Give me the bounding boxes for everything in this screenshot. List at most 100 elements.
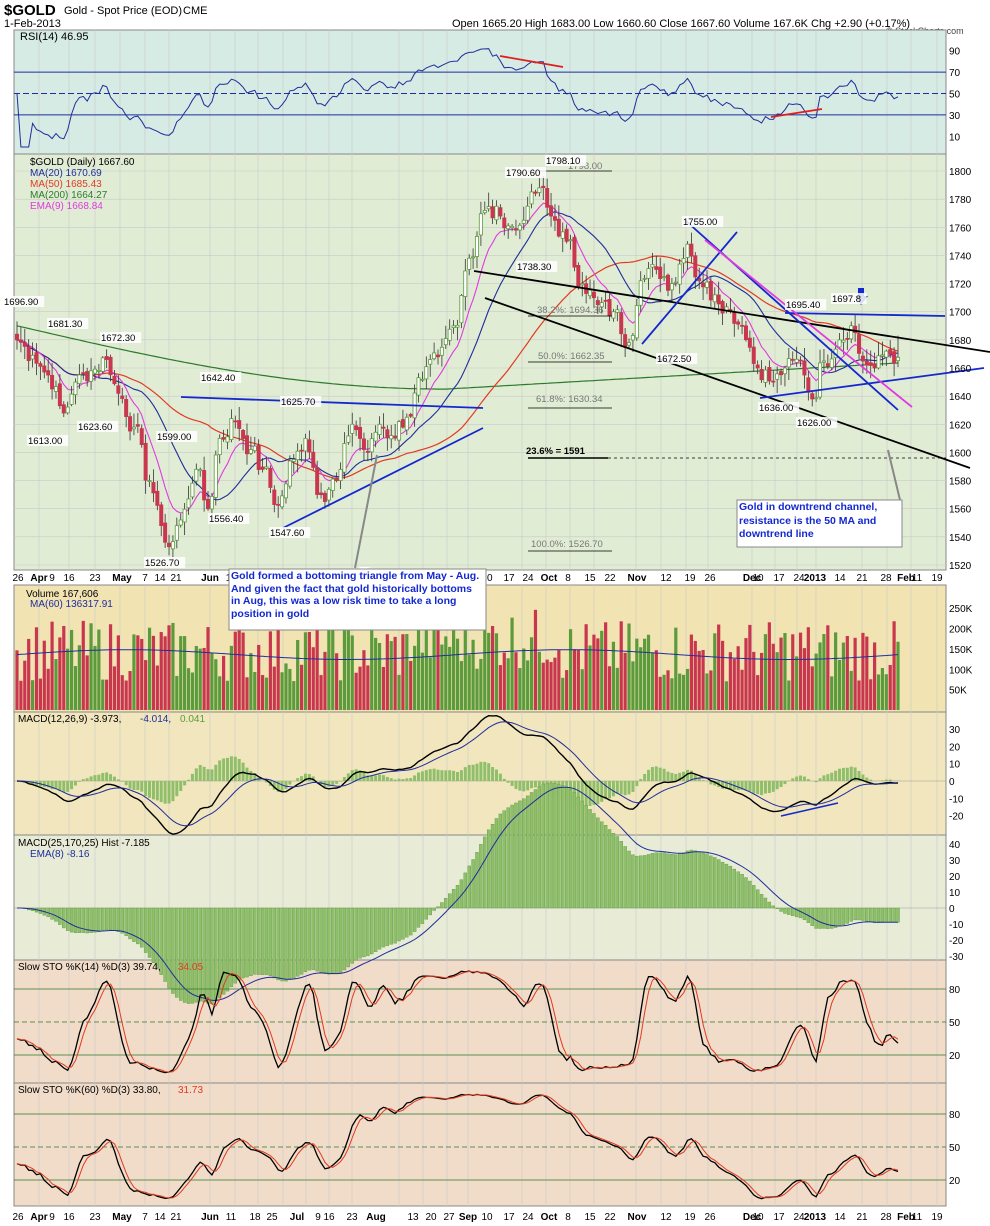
candle-body [849,325,854,340]
volume-bar [600,630,604,710]
macd2-hist-bar [849,907,853,922]
macd2-hist-bar [486,829,491,909]
candle-body [876,355,881,369]
macd2-hist-bar [646,854,651,909]
macd-hist-bar [522,781,526,792]
macd2-hist-bar [81,907,85,933]
macd2-hist-bar [755,889,760,909]
macd-hist-bar [795,776,799,781]
candle-body [14,333,19,341]
macd2-tick-6: -20 [949,936,964,947]
volume-bar [553,657,557,710]
macd2-hist-bar [101,907,105,931]
fib-label-4: 23.6% = 1591 [526,446,586,457]
macd2-hist-bar [143,907,148,953]
candle-body [740,324,745,327]
macd2-hist-bar [245,907,249,978]
volume-bar [845,635,849,710]
volume-bar [541,662,545,710]
volume-bar [346,625,350,710]
volume-bar [494,633,499,710]
x-label-bottom-43: 19 [931,1212,943,1223]
candle-body [552,216,557,221]
macd-hist-bar [814,781,818,783]
volume-bar [837,659,842,710]
volume-bar [260,675,265,710]
volume-bar [720,640,725,710]
macd-hist-bar [58,781,62,792]
x-label-bottom-42: 11 [912,1212,923,1223]
x-label-top-9: Jun [201,573,219,584]
candle-body [393,435,398,439]
volume-bar [689,634,693,710]
candle-body [763,369,768,383]
candle-body [135,424,140,427]
rsi-divergence-bottom [770,108,823,118]
macd-hist-bar [491,767,495,781]
macd2-hist-bar [818,907,822,929]
sto60-d-line [16,1094,899,1199]
macd2-hist-bar [592,813,596,909]
sto14-k-line [16,970,899,1074]
x-label-bottom-13: Jul [290,1212,305,1223]
candle-body [658,266,663,279]
x-label-top-22: 10 [481,573,493,584]
x-label-bottom-19: 20 [425,1212,437,1223]
macd-hist-bar [533,781,537,788]
macd2-hist-bar [155,907,160,969]
macd2-hist-bar [677,853,682,909]
candle-body [202,470,207,501]
candle-body [755,364,760,369]
trendline-0 [180,396,484,409]
macd2-hist-bar [167,907,171,989]
volume-bar [315,622,319,710]
x-label-bottom-4: 23 [89,1212,101,1223]
candle-body [424,366,429,380]
macd2-hist-bar [444,898,448,909]
candle-body [798,359,803,362]
macd-hist-bar [163,781,167,804]
candle-body [443,338,448,346]
candle-body [708,280,713,301]
candle-body [190,482,195,498]
macd-hist-bar [93,775,97,781]
candle-body [225,436,230,443]
volume-bar [841,642,846,710]
macd-hist-bar [54,781,58,790]
macd2-hist-bar [518,800,522,909]
volume-bar [853,637,857,710]
volume-bar [798,632,803,710]
candle-body [139,428,144,445]
price-label-bg-2 [100,332,142,343]
rsi-tick-4: 10 [949,132,961,143]
macd2-hist-bar [338,907,343,973]
volume-bar [830,676,834,710]
macd2-hist-bar [225,907,230,992]
volume-bar [444,636,448,710]
volume-bar [284,663,288,710]
price-tick-6: 1680 [949,336,972,347]
macd-hist-bar [198,764,202,781]
macd-hist-bar [300,776,304,781]
volume-bar [732,658,736,710]
macd-long-indicator [14,782,946,1004]
macd-hist-bar [709,781,713,785]
x-label-bottom-8: 21 [170,1212,182,1223]
volume-bar [93,645,97,710]
volume-bar [736,646,740,710]
macd2-hist-bar [366,907,370,957]
macd-hist-bar [479,761,483,781]
macd2-hist-bar [436,906,440,909]
x-label-bottom-20: 27 [443,1212,455,1223]
volume-bar [50,621,54,710]
macd-hist-bar [148,781,152,798]
macd-hist-bar [849,766,853,781]
candle-body [77,374,82,384]
volume-bar [175,675,179,710]
candle-body [174,525,179,541]
candle-body [38,363,43,367]
macd2-hist-bar [424,907,429,920]
volume-bar [459,661,463,710]
volume-bar [646,634,651,710]
candle-body [221,437,226,440]
